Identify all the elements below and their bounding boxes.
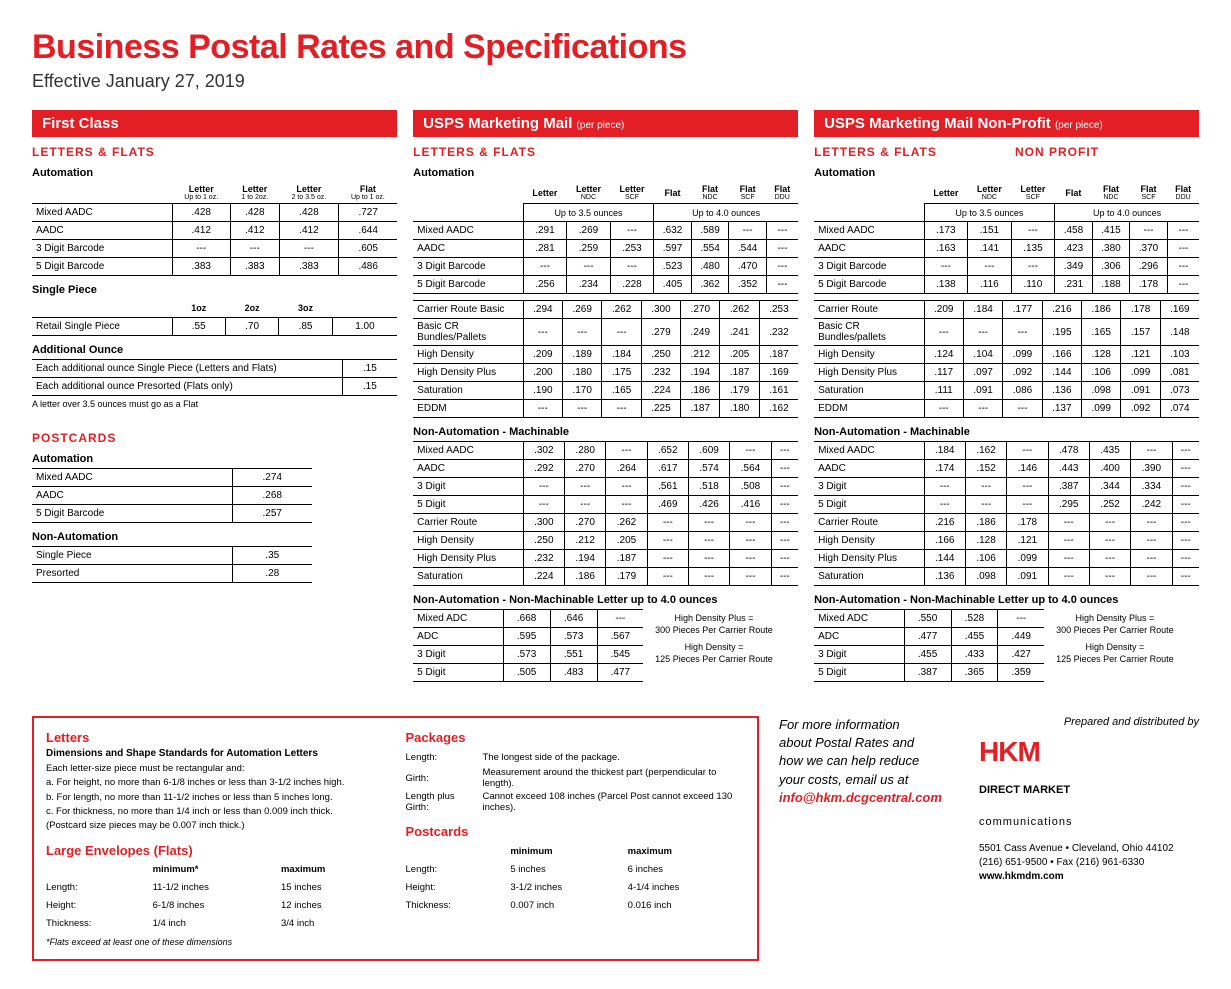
first-class-bar: First Class — [32, 110, 397, 137]
mm-nam-table: Mixed AADC.302.280---.652.609------AADC.… — [413, 441, 798, 586]
fc-pc-na-table: Single Piece.35Presorted.28 — [32, 546, 312, 583]
spec-flats-table: minimum*maximumLength:11-1/2 inches15 in… — [46, 861, 386, 933]
fc-postcards-heading: POSTCARDS — [32, 431, 397, 445]
spec-flats-note: *Flats exceed at least one of these dime… — [46, 937, 386, 947]
spec-letters-heading: Letters — [46, 730, 386, 745]
address-block: 5501 Cass Avenue • Cleveland, Ohio 44102… — [979, 842, 1199, 884]
fc-pc-auto-label: Automation — [32, 453, 397, 465]
page-subtitle: Effective January 27, 2019 — [32, 71, 1199, 92]
spec-letters-c2: (Postcard size pieces may be 0.007 inch … — [46, 820, 386, 832]
spec-letters-a: a. For height, no more than 6-1/8 inches… — [46, 777, 386, 789]
mm-cr-table: Carrier Route Basic.294.269.262.300.270.… — [413, 300, 798, 418]
mm-density-note: High Density Plus =300 Pieces Per Carrie… — [651, 609, 777, 670]
info-block: For more informationabout Postal Rates a… — [779, 716, 959, 961]
np-auto-table: LetterLetterNDCLetterSCFFlatFlatNDCFlatS… — [814, 182, 1199, 294]
mm-nanm-label: Non-Automation - Non-Machinable Letter u… — [413, 594, 798, 606]
np-nanm-label: Non-Automation - Non-Machinable Letter u… — [814, 594, 1199, 606]
spec-letters-intro: Each letter-size piece must be rectangul… — [46, 763, 386, 775]
fc-single-piece-label: Single Piece — [32, 284, 397, 296]
np-bar: USPS Marketing Mail Non-Profit (per piec… — [814, 110, 1199, 137]
fc-pc-auto-table: Mixed AADC.274AADC.2685 Digit Barcode.25… — [32, 468, 312, 523]
info-email: info@hkm.dcgcentral.com — [779, 789, 959, 807]
fc-additional-ounce-table: Each additional ounce Single Piece (Lett… — [32, 359, 397, 396]
mm-bar: USPS Marketing Mail (per piece) — [413, 110, 798, 137]
mm-letters-flats-heading: LETTERS & FLATS — [413, 145, 798, 159]
np-letters-flats-heading: LETTERS & FLATS — [814, 145, 937, 159]
spec-pkg-table: Length:The longest side of the package.G… — [406, 748, 746, 814]
fc-single-piece-table: 1oz2oz3ozRetail Single Piece.55.70.851.0… — [32, 299, 397, 336]
fc-automation-table: LetterUp to 1 oz.Letter1 to 2oz.Letter2 … — [32, 182, 397, 276]
prepared-by: Prepared and distributed by — [979, 716, 1199, 728]
fc-additional-ounce-label: Additional Ounce — [32, 344, 397, 356]
hkm-logo: HKMDIRECT MARKETcommunications — [979, 736, 1199, 832]
page-title: Business Postal Rates and Specifications — [32, 28, 1199, 67]
np-nonprofit-heading: NON PROFIT — [1015, 145, 1099, 159]
spec-letters-subheading: Dimensions and Shape Standards for Autom… — [46, 748, 386, 759]
mm-auto-table: LetterLetterNDCLetterSCFFlatFlatNDCFlatS… — [413, 182, 798, 294]
mm-auto-label: Automation — [413, 167, 798, 179]
np-cr-table: Carrier Route.209.184.177.216.186.178.16… — [814, 300, 1199, 418]
mm-nanm-table: Mixed ADC.668.646---ADC.595.573.5673 Dig… — [413, 609, 643, 682]
spec-letters-c: c. For thickness, no more than 1/4 inch … — [46, 806, 386, 818]
spec-pc-heading: Postcards — [406, 824, 746, 839]
np-nam-label: Non-Automation - Machinable — [814, 426, 1199, 438]
spec-flats-heading: Large Envelopes (Flats) — [46, 843, 386, 858]
fc-ao-note: A letter over 3.5 ounces must go as a Fl… — [32, 399, 397, 409]
np-density-note: High Density Plus =300 Pieces Per Carrie… — [1052, 609, 1178, 670]
np-nanm-table: Mixed ADC.550.528---ADC.477.455.4493 Dig… — [814, 609, 1044, 682]
fc-automation-label: Automation — [32, 167, 397, 179]
spec-pkg-heading: Packages — [406, 730, 746, 745]
fc-letters-flats-heading: LETTERS & FLATS — [32, 145, 397, 159]
np-nam-table: Mixed AADC.184.162---.478.435------AADC.… — [814, 441, 1199, 586]
spec-letters-b: b. For length, no more than 11-1/2 inche… — [46, 792, 386, 804]
np-auto-label: Automation — [814, 167, 1199, 179]
fc-pc-na-label: Non-Automation — [32, 531, 397, 543]
mm-nam-label: Non-Automation - Machinable — [413, 426, 798, 438]
spec-pc-table: minimummaximumLength:5 inches6 inchesHei… — [406, 842, 746, 914]
